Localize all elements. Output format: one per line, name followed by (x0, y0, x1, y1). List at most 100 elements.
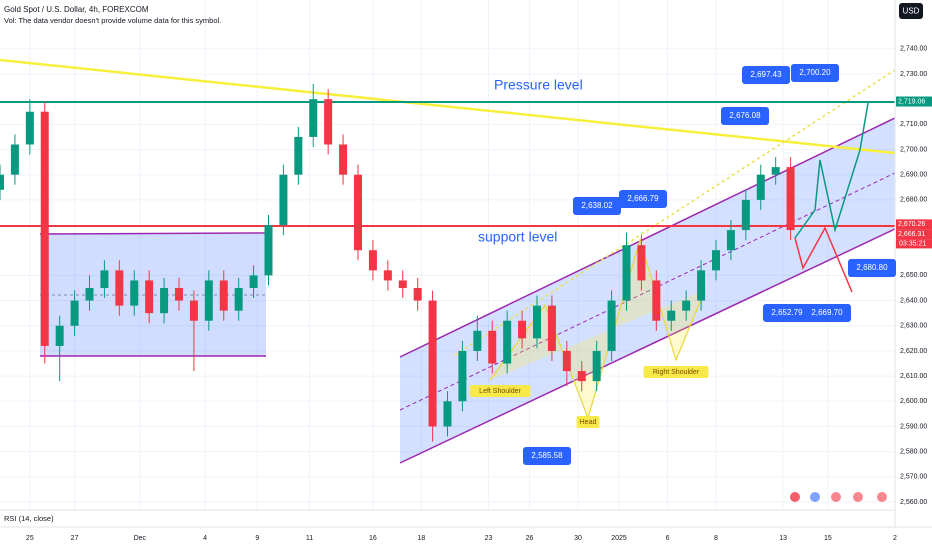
candles (0, 84, 795, 442)
candle-body (339, 144, 348, 175)
y-tick-label: 2,570.00 (900, 474, 927, 481)
candle-body (354, 174, 362, 251)
candle-body (488, 330, 497, 364)
candle-body (309, 99, 318, 137)
x-tick-label: 15 (824, 535, 832, 542)
x-tick-label: 8 (714, 535, 718, 542)
pattern-box (469, 385, 531, 397)
x-tick-label: 26 (526, 535, 534, 542)
candle-body (413, 287, 422, 301)
candle-body (458, 350, 467, 402)
price-badge (896, 96, 932, 107)
candle-body (592, 350, 601, 382)
callout-label: 2,652.79 (771, 308, 803, 317)
candle-body (547, 305, 556, 351)
x-tick-label: 9 (255, 535, 259, 542)
candle-body (100, 270, 109, 288)
candle-body (10, 144, 19, 175)
candle-body (219, 280, 228, 311)
candle-body (264, 225, 273, 276)
candle-body (443, 401, 452, 427)
bear-path (794, 226, 853, 293)
currency[interactable]: USD (903, 7, 920, 16)
candle-body (160, 287, 169, 314)
candle-body (428, 300, 437, 427)
candle-body (518, 320, 527, 339)
candle-body (70, 300, 79, 326)
price-badge (896, 229, 932, 240)
bull-path (794, 102, 869, 239)
candle-body (324, 99, 333, 145)
callout-box (619, 190, 667, 208)
candle-body (607, 300, 616, 351)
y-tick-label: 2,640.00 (900, 297, 927, 304)
candle-body (473, 330, 482, 351)
channel-mid (399, 171, 898, 411)
candle-body (667, 310, 676, 321)
y-tick-label: 2,590.00 (900, 423, 927, 430)
candle-body (85, 287, 94, 301)
callout-label: 2,638.02 (581, 201, 613, 210)
candle-body (533, 305, 541, 339)
x-tick-label: 6 (666, 535, 670, 542)
candle-body (234, 287, 243, 311)
indicator-label: RSI (14, close) (4, 514, 54, 523)
pattern-box (576, 416, 600, 428)
x-tick-label: 2025 (611, 535, 627, 542)
y-tick-label: 2,580.00 (900, 448, 927, 455)
price-badge-label: 2,666.31 (898, 231, 925, 238)
y-tick-label: 2,630.00 (900, 323, 927, 330)
candle-body (577, 371, 586, 382)
y-tick-label: 2,740.00 (900, 46, 927, 53)
candle-body (741, 199, 750, 231)
price-badge-label: 2,670.26 (898, 221, 925, 228)
candle-body (294, 136, 303, 175)
candle-body (249, 275, 258, 288)
price-badge-label: 2,719.06 (898, 98, 925, 105)
y-tick-label: 2,690.00 (900, 172, 927, 179)
y-tick-label: 2,710.00 (900, 121, 927, 128)
toolbar-icons (790, 492, 887, 502)
pressure-label: Pressure level (494, 77, 583, 93)
callout-box (721, 107, 769, 125)
countdown-bg (896, 239, 932, 249)
candle-body (712, 250, 720, 271)
callout-label: 2,680.80 (856, 263, 888, 272)
callout-box (763, 304, 811, 322)
candle-body (189, 300, 198, 321)
candle-body (55, 325, 64, 346)
callout-box (803, 304, 851, 322)
candle-body (130, 280, 139, 306)
candle-body (756, 174, 765, 200)
pattern-label: Right Shoulder (653, 369, 700, 376)
channel-bottom (399, 227, 898, 464)
candle-body (25, 111, 34, 145)
support-label: support level (478, 229, 557, 245)
x-tick-label: 25 (26, 535, 34, 542)
candle-body (726, 230, 735, 251)
price-badge (896, 219, 932, 230)
countdown: 03:35:21 (899, 241, 926, 248)
y-tick-label: 2,610.00 (900, 373, 927, 380)
x-tick-label: 13 (779, 535, 787, 542)
callout-label: 2,700.20 (799, 68, 831, 77)
channel-top (399, 116, 898, 358)
candle-body (204, 280, 213, 321)
x-tick-label: 30 (574, 535, 582, 542)
callout-label: 2,585.58 (531, 451, 563, 460)
callout-label: 2,697.43 (750, 70, 782, 79)
candle-body (771, 167, 780, 175)
x-tick-label: 23 (485, 535, 493, 542)
trendline (0, 58, 896, 155)
y-tick-label: 2,730.00 (900, 71, 927, 78)
candle-body (175, 287, 183, 301)
currency-box[interactable] (899, 3, 923, 19)
x-tick-label: 11 (306, 535, 313, 542)
range-top (39, 232, 267, 235)
candle-body (637, 245, 646, 281)
candle-body (279, 174, 288, 226)
callout-box (523, 447, 571, 465)
y-tick-label: 2,650.00 (900, 272, 927, 279)
price-axis (895, 0, 932, 527)
